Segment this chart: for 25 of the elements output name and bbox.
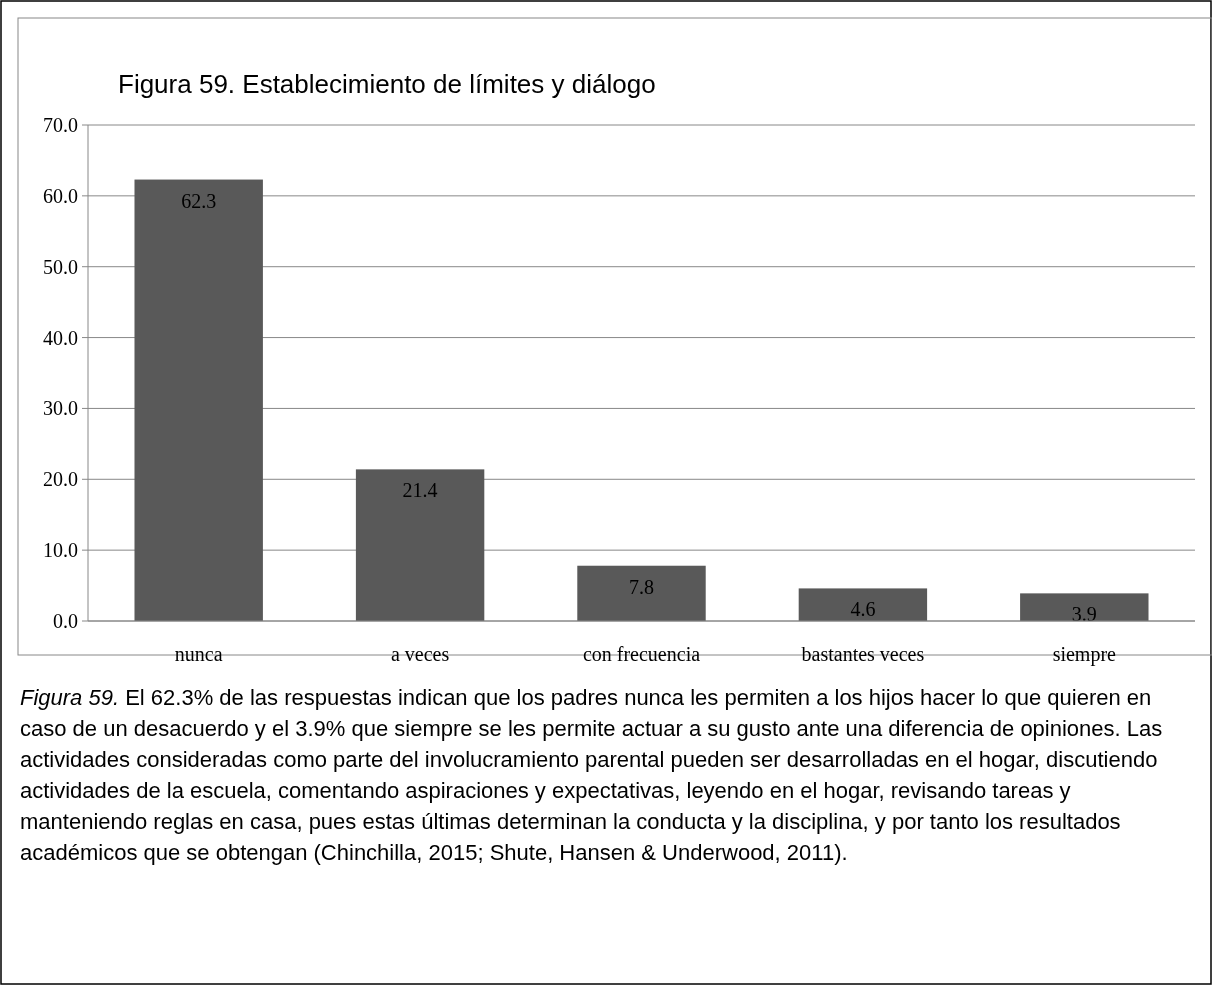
data-label: 7.8 (629, 575, 654, 598)
x-tick-label: bastantes veces (801, 643, 925, 665)
chart-title: Figura 59. Establecimiento de límites y diálogo (118, 69, 656, 99)
y-tick-label: 30.0 (43, 397, 78, 420)
data-label: 62.3 (181, 189, 217, 212)
data-label: 4.6 (850, 598, 876, 621)
bar (355, 469, 485, 621)
y-tick-label: 40.0 (43, 326, 78, 349)
bar (577, 565, 706, 621)
data-label: 3.9 (1071, 603, 1097, 626)
y-tick-label: 50.0 (43, 255, 78, 278)
data-label: 21.4 (402, 479, 438, 502)
text: Figura 59. El 62.3% de las respuestas indican que los padres nunca les permiten a los hijos hacer lo que quieren en caso de un desacuerdo y el 3.9% que siempre se les permite actuar a su gusto ante una diferencia de opiniones. Las actividades consideradas como parte del involucramiento parental pueden ser desarrolladas en el hogar, discutiendo actividades de la escuela, comentando aspiraciones y expectativas, leyendo en el hogar, revisando tareas y manteniendo reglas en casa, pues estas últimas determinan la conducta y la disciplina, y por tanto los resultados académicos que se obtengan (Chinchilla, 2015; Shute, Hansen & Underwood, 2011). (20, 685, 1163, 865)
x-tick-label: a veces (390, 643, 450, 665)
bar (1020, 593, 1149, 621)
y-tick-label: 0.0 (53, 610, 78, 632)
x-tick-label: siempre (1052, 643, 1117, 666)
y-tick-label: 60.0 (43, 184, 78, 207)
bar (134, 179, 263, 621)
y-tick-label: 10.0 (43, 539, 78, 562)
y-tick-label: 70.0 (43, 114, 78, 136)
bar (798, 588, 928, 621)
x-tick-label: nunca (174, 643, 223, 665)
y-tick-label: 20.0 (43, 468, 78, 491)
x-tick-label: con frecuencia (582, 643, 701, 665)
